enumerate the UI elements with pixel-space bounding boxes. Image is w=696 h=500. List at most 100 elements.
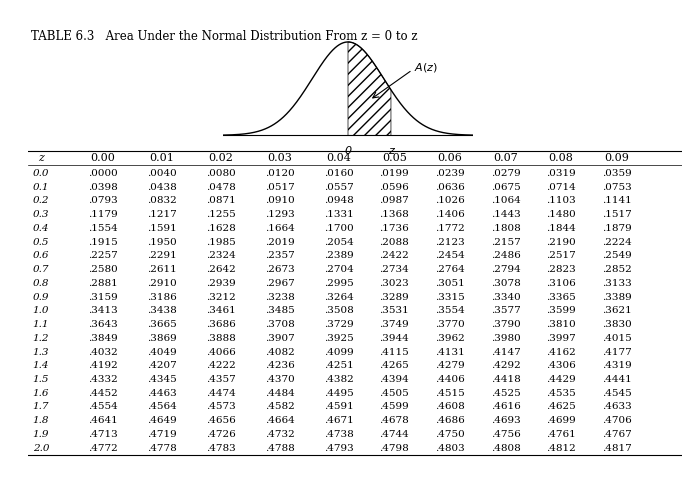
Text: .2190: .2190 — [546, 238, 576, 246]
Text: .4706: .4706 — [602, 416, 631, 425]
Text: .3810: .3810 — [546, 320, 576, 329]
Text: .4429: .4429 — [546, 375, 576, 384]
Text: .4664: .4664 — [265, 416, 294, 425]
Text: .1700: .1700 — [324, 224, 354, 233]
Text: .3264: .3264 — [324, 292, 354, 302]
Text: .3686: .3686 — [206, 320, 236, 329]
Text: .4678: .4678 — [379, 416, 409, 425]
Text: .4207: .4207 — [147, 362, 177, 370]
Text: 0.9: 0.9 — [33, 292, 49, 302]
Text: 0.2: 0.2 — [33, 196, 49, 205]
Text: .3051: .3051 — [435, 279, 465, 288]
Text: .1985: .1985 — [206, 238, 236, 246]
Text: 0.08: 0.08 — [548, 154, 574, 164]
Text: .4382: .4382 — [324, 375, 354, 384]
Text: .4015: .4015 — [602, 334, 631, 343]
Text: .4582: .4582 — [265, 402, 294, 411]
Text: .2157: .2157 — [491, 238, 521, 246]
Text: .1141: .1141 — [602, 196, 631, 205]
Text: 1.3: 1.3 — [33, 348, 49, 356]
Text: .3643: .3643 — [88, 320, 118, 329]
Text: z: z — [388, 146, 394, 156]
Text: .3888: .3888 — [206, 334, 236, 343]
Text: .3186: .3186 — [147, 292, 177, 302]
Text: .4608: .4608 — [435, 402, 465, 411]
Text: .2517: .2517 — [546, 252, 576, 260]
Text: 1.6: 1.6 — [33, 388, 49, 398]
Text: 2.0: 2.0 — [33, 444, 49, 452]
Text: .0160: .0160 — [324, 169, 354, 178]
Text: .0948: .0948 — [324, 196, 354, 205]
Text: .2939: .2939 — [206, 279, 236, 288]
Text: .4099: .4099 — [324, 348, 354, 356]
Text: .2324: .2324 — [206, 252, 236, 260]
Text: .0398: .0398 — [88, 182, 118, 192]
Text: .4082: .4082 — [265, 348, 294, 356]
Text: $A(z)$: $A(z)$ — [414, 61, 438, 74]
Text: .1293: .1293 — [265, 210, 294, 219]
Text: .4738: .4738 — [324, 430, 354, 439]
Text: TABLE 6.3   Area Under the Normal Distribution From z = 0 to z: TABLE 6.3 Area Under the Normal Distribu… — [31, 30, 418, 43]
Text: .4812: .4812 — [546, 444, 576, 452]
Text: .4599: .4599 — [379, 402, 409, 411]
Text: .4732: .4732 — [265, 430, 294, 439]
Text: .3907: .3907 — [265, 334, 294, 343]
Text: .3133: .3133 — [602, 279, 631, 288]
Text: .4686: .4686 — [435, 416, 465, 425]
Text: .3413: .3413 — [88, 306, 118, 316]
Text: 0.7: 0.7 — [33, 265, 49, 274]
Text: .2734: .2734 — [379, 265, 409, 274]
Text: .2422: .2422 — [379, 252, 409, 260]
Text: .1064: .1064 — [491, 196, 521, 205]
Text: .4192: .4192 — [88, 362, 118, 370]
Text: .0000: .0000 — [88, 169, 118, 178]
Text: .4545: .4545 — [602, 388, 631, 398]
Text: .3749: .3749 — [379, 320, 409, 329]
Text: .4505: .4505 — [379, 388, 409, 398]
Text: .1950: .1950 — [147, 238, 177, 246]
Text: .3997: .3997 — [546, 334, 576, 343]
Text: .4370: .4370 — [265, 375, 294, 384]
Text: .3238: .3238 — [265, 292, 294, 302]
Text: .4452: .4452 — [88, 388, 118, 398]
Text: .0871: .0871 — [206, 196, 236, 205]
Text: .0239: .0239 — [435, 169, 465, 178]
Text: .0793: .0793 — [88, 196, 118, 205]
Text: .4265: .4265 — [379, 362, 409, 370]
Text: .0279: .0279 — [491, 169, 521, 178]
Text: .2611: .2611 — [147, 265, 177, 274]
Text: .3962: .3962 — [435, 334, 465, 343]
Text: .2704: .2704 — [324, 265, 354, 274]
Text: .4306: .4306 — [546, 362, 576, 370]
Text: .4591: .4591 — [324, 402, 354, 411]
Text: .3830: .3830 — [602, 320, 631, 329]
Text: .1772: .1772 — [435, 224, 465, 233]
Text: .0040: .0040 — [147, 169, 177, 178]
Text: .2764: .2764 — [435, 265, 465, 274]
Text: .4778: .4778 — [147, 444, 177, 452]
Text: .2054: .2054 — [324, 238, 354, 246]
Text: 0: 0 — [345, 146, 351, 156]
Text: .0319: .0319 — [546, 169, 576, 178]
Text: .1103: .1103 — [546, 196, 576, 205]
Text: 0.03: 0.03 — [267, 154, 292, 164]
Text: .4713: .4713 — [88, 430, 118, 439]
Text: .2642: .2642 — [206, 265, 236, 274]
Text: 0.8: 0.8 — [33, 279, 49, 288]
Text: .3315: .3315 — [435, 292, 465, 302]
Text: .4535: .4535 — [546, 388, 576, 398]
Text: 1.9: 1.9 — [33, 430, 49, 439]
Text: .3770: .3770 — [435, 320, 465, 329]
Text: .4564: .4564 — [147, 402, 177, 411]
Text: .0910: .0910 — [265, 196, 294, 205]
Text: 0.05: 0.05 — [382, 154, 406, 164]
Text: .0832: .0832 — [147, 196, 177, 205]
Text: .0753: .0753 — [602, 182, 631, 192]
Text: .2794: .2794 — [491, 265, 521, 274]
Text: 1.1: 1.1 — [33, 320, 49, 329]
Text: .1443: .1443 — [491, 210, 521, 219]
Text: .4495: .4495 — [324, 388, 354, 398]
Text: 0.04: 0.04 — [326, 154, 351, 164]
Text: .4726: .4726 — [206, 430, 236, 439]
Text: 0.0: 0.0 — [33, 169, 49, 178]
